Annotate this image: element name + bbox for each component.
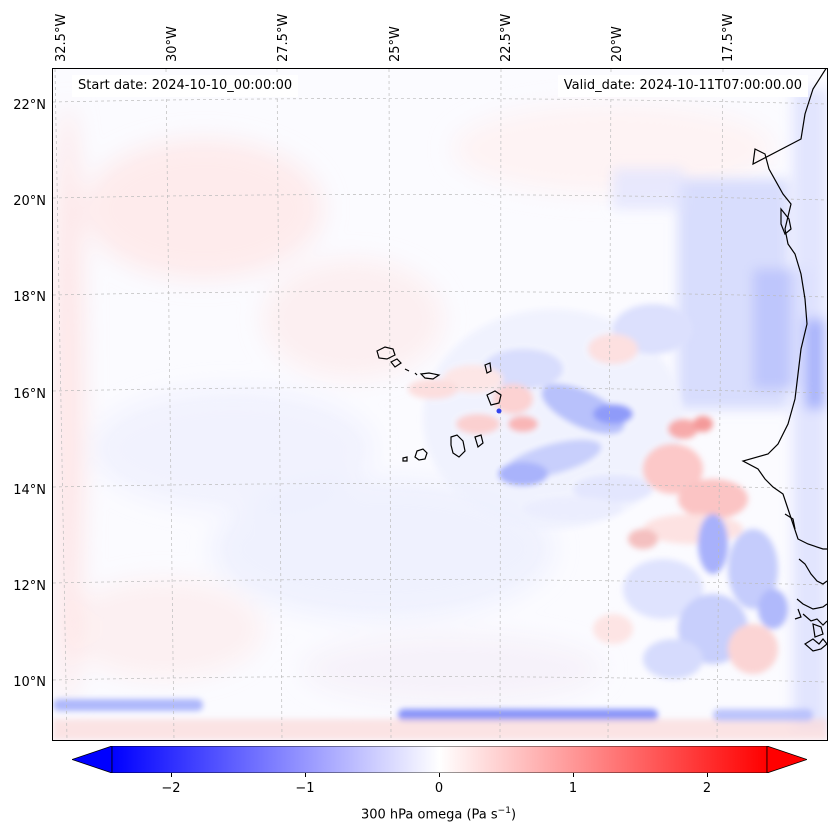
storm-center-marker <box>496 408 502 414</box>
lon-label-32-5w: 32.5°W <box>54 13 69 62</box>
field-southern-boundary <box>53 699 827 740</box>
map-panel <box>52 68 828 741</box>
island-fogo <box>414 448 428 461</box>
island-santo-antao <box>376 346 396 360</box>
field-background-patches <box>54 104 773 704</box>
field-coastal-band <box>613 89 827 729</box>
island-sal <box>484 362 492 374</box>
start-date-label: Start date: 2024-10-10_00:00:00 <box>72 75 299 97</box>
lat-label-12n: 12°N <box>13 579 46 594</box>
lon-label-30w: 30°W <box>165 26 180 62</box>
field-southeast-convection <box>593 444 788 679</box>
lat-label-22n: 22°N <box>13 98 46 113</box>
lat-label-10n: 10°N <box>13 675 46 690</box>
colorbar-tick <box>573 773 574 777</box>
colorbar-tick-label: 0 <box>434 781 444 796</box>
colorbar-tick-label: 1 <box>568 781 578 796</box>
colorbar <box>72 746 807 773</box>
colorbar-label: 300 hPa omega (Pa s−1) <box>360 806 517 823</box>
colorbar-extend-high <box>766 746 807 773</box>
colorbar-tick <box>305 773 306 777</box>
valid-date-label: Valid_date: 2024-10-11T07:00:00.00 <box>557 75 808 97</box>
colorbar-extend-low <box>72 746 113 773</box>
map-gridlines <box>53 69 827 740</box>
lon-label-20w: 20°W <box>610 26 625 62</box>
lon-label-27-5w: 27.5°W <box>276 13 291 62</box>
island-brava <box>402 456 408 462</box>
colorbar-tick <box>707 773 708 777</box>
lat-label-16n: 16°N <box>13 387 46 402</box>
lat-label-18n: 18°N <box>13 290 46 305</box>
island-santiago <box>450 434 466 458</box>
island-sao-nicolau <box>419 372 441 380</box>
colorbar-gradient <box>111 746 768 773</box>
lon-label-22-5w: 22.5°W <box>499 13 514 62</box>
island-boa-vista <box>486 390 502 406</box>
lon-label-17-5w: 17.5°W <box>721 13 736 62</box>
island-sao-vicente <box>390 358 402 368</box>
colorbar-tick-label: −1 <box>295 781 315 796</box>
africa-coastline <box>741 69 827 550</box>
lon-label-25w: 25°W <box>388 26 403 62</box>
omega-field-map <box>53 69 827 740</box>
coastlines <box>376 69 827 652</box>
lat-label-20n: 20°N <box>13 194 46 209</box>
lat-label-14n: 14°N <box>13 483 46 498</box>
colorbar-tick <box>439 773 440 777</box>
colorbar-tick-label: −2 <box>161 781 181 796</box>
island-maio <box>474 434 484 449</box>
colorbar-tick <box>171 773 172 777</box>
colorbar-tick-label: 2 <box>702 781 712 796</box>
